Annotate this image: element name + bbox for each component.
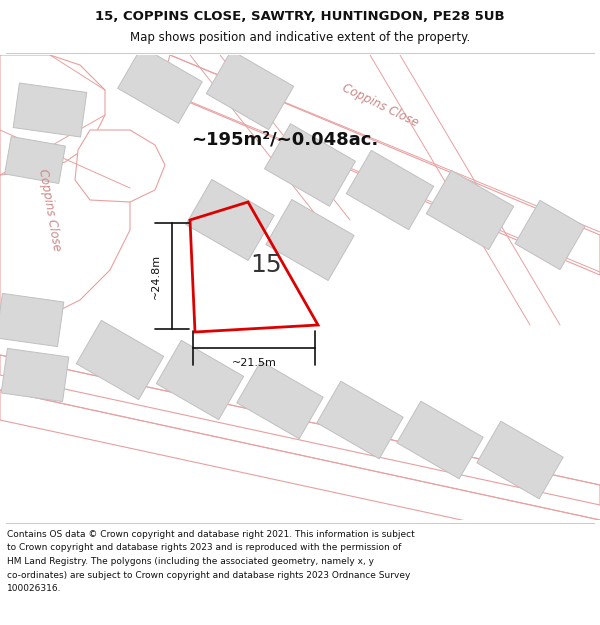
Polygon shape [477, 421, 563, 499]
Polygon shape [266, 199, 354, 281]
Text: Contains OS data © Crown copyright and database right 2021. This information is : Contains OS data © Crown copyright and d… [7, 530, 415, 539]
Polygon shape [186, 179, 274, 261]
Polygon shape [265, 124, 355, 206]
Text: 15, COPPINS CLOSE, SAWTRY, HUNTINGDON, PE28 5UB: 15, COPPINS CLOSE, SAWTRY, HUNTINGDON, P… [95, 11, 505, 24]
Polygon shape [0, 390, 600, 550]
Polygon shape [427, 171, 514, 249]
Polygon shape [1, 348, 69, 402]
Text: ~21.5m: ~21.5m [232, 358, 277, 368]
Polygon shape [75, 130, 165, 202]
Text: HM Land Registry. The polygons (including the associated geometry, namely x, y: HM Land Registry. The polygons (includin… [7, 557, 374, 566]
Polygon shape [0, 130, 130, 325]
Polygon shape [160, 55, 600, 275]
Polygon shape [13, 83, 87, 137]
Polygon shape [0, 355, 600, 505]
Text: ~195m²/~0.048ac.: ~195m²/~0.048ac. [191, 131, 379, 149]
Text: Coppins Close: Coppins Close [37, 168, 64, 252]
Polygon shape [317, 381, 403, 459]
Text: 15: 15 [250, 253, 281, 277]
Polygon shape [118, 47, 202, 123]
Polygon shape [515, 201, 585, 269]
Polygon shape [0, 293, 64, 347]
Polygon shape [206, 51, 293, 129]
Text: to Crown copyright and database rights 2023 and is reproduced with the permissio: to Crown copyright and database rights 2… [7, 544, 401, 552]
Polygon shape [346, 151, 434, 229]
Polygon shape [5, 136, 65, 184]
Text: Coppins Close: Coppins Close [340, 81, 420, 129]
Polygon shape [157, 341, 244, 419]
Polygon shape [76, 321, 164, 399]
Text: ~24.8m: ~24.8m [151, 254, 161, 299]
Polygon shape [237, 361, 323, 439]
Polygon shape [0, 55, 105, 175]
Polygon shape [397, 401, 483, 479]
Text: co-ordinates) are subject to Crown copyright and database rights 2023 Ordnance S: co-ordinates) are subject to Crown copyr… [7, 571, 410, 579]
Text: Map shows position and indicative extent of the property.: Map shows position and indicative extent… [130, 31, 470, 44]
Text: 100026316.: 100026316. [7, 584, 62, 593]
